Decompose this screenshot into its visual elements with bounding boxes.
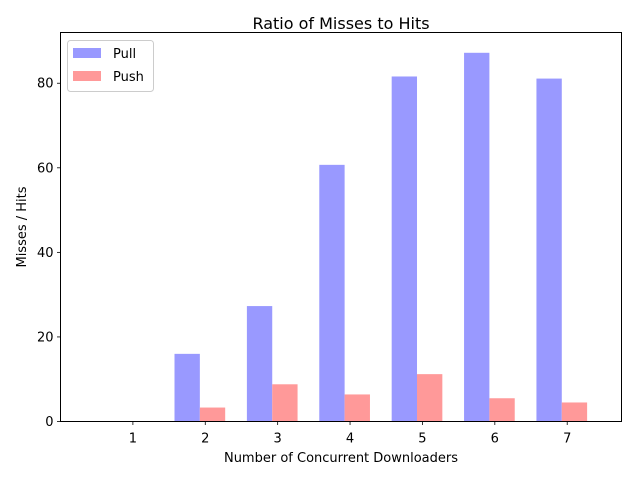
y-axis-ticks: 0 20 40 60 80 xyxy=(37,77,61,430)
chart-title: Ratio of Misses to Hits xyxy=(252,14,429,33)
x-tick-label: 5 xyxy=(418,432,426,447)
y-tick-label: 60 xyxy=(37,161,54,176)
bar-pull-7 xyxy=(536,78,562,422)
x-tick-label: 6 xyxy=(491,432,499,447)
bar-pull-3 xyxy=(246,306,273,422)
legend: Pull Push xyxy=(67,40,154,92)
x-tick-label: 1 xyxy=(129,432,137,447)
legend-label-push: Push xyxy=(113,70,144,85)
x-tick-label: 4 xyxy=(346,432,354,447)
bars xyxy=(174,52,588,422)
x-tick-label: 3 xyxy=(274,432,282,447)
bar-push-6 xyxy=(489,398,515,422)
bar-push-4 xyxy=(344,394,370,422)
legend-label-pull: Pull xyxy=(113,47,136,62)
y-axis-label: Misses / Hits xyxy=(15,186,30,267)
bar-push-7 xyxy=(561,402,588,422)
plot-frame xyxy=(60,32,622,422)
y-tick-label: 80 xyxy=(37,77,54,92)
y-tick-label: 40 xyxy=(37,246,54,261)
y-tick-label: 0 xyxy=(45,415,53,430)
legend-swatch-push xyxy=(73,71,101,81)
bar-pull-4 xyxy=(319,164,345,422)
bar-push-3 xyxy=(272,384,298,422)
x-axis-label: Number of Concurrent Downloaders xyxy=(224,451,458,466)
y-tick-label: 20 xyxy=(37,330,54,345)
bar-push-5 xyxy=(417,374,443,422)
x-tick-label: 2 xyxy=(201,432,209,447)
x-tick-label: 7 xyxy=(563,432,571,447)
legend-swatch-pull xyxy=(73,48,101,58)
x-axis-ticks: 1 2 3 4 5 6 7 xyxy=(129,421,571,447)
bar-pull-2 xyxy=(174,353,200,422)
bar-pull-6 xyxy=(464,52,490,422)
bar-push-2 xyxy=(199,407,226,422)
bar-pull-5 xyxy=(391,76,418,422)
